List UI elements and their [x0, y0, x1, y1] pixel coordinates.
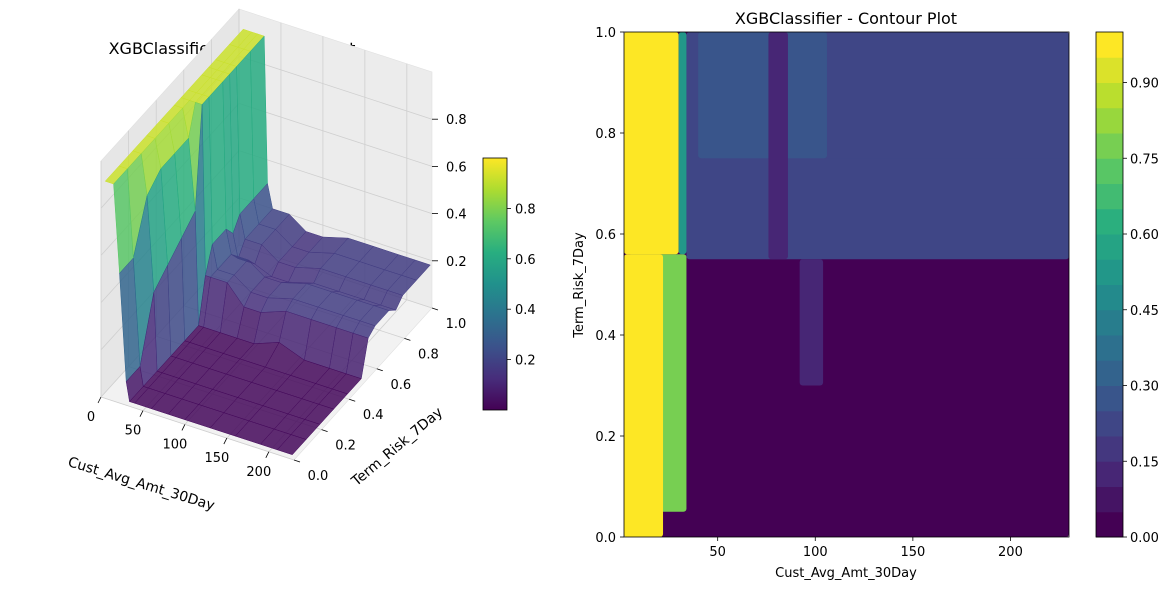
surface-colorbar-ticks: 0.2 0.4 0.6 0.8	[507, 202, 536, 369]
surface-y-tick	[404, 338, 411, 341]
contour-colorbar-band	[1096, 335, 1123, 361]
surface-x-tick-label: 150	[204, 451, 229, 466]
contour-colorbar-frame	[1095, 31, 1124, 538]
contour-colorbar-ticks: 0.00 0.15 0.30 0.45 0.60 0.75 0.90	[1123, 77, 1159, 546]
contour-colorbar-tick-label: 0.90	[1130, 77, 1159, 92]
contour-x-tick-label: 100	[803, 545, 828, 560]
contour-colorbar-band	[1096, 360, 1123, 386]
contour-plot-frame	[623, 31, 1070, 538]
contour-colorbar-band	[1096, 158, 1123, 184]
surface-y-tick	[321, 429, 328, 432]
contour-y-tick-label: 1.0	[595, 26, 616, 41]
contour-fills	[624, 32, 1069, 537]
surface-colorbar	[482, 157, 508, 411]
surface-x-tick	[265, 451, 270, 458]
contour-colorbar-band	[1096, 511, 1123, 538]
surface-colorbar-tick-label: 0.6	[515, 253, 536, 268]
surface-mesh	[104, 28, 431, 455]
contour-region	[698, 32, 827, 159]
surface-x-axis-label: Cust_Avg_Amt_30Day	[66, 454, 217, 514]
contour-y-tick-label: 0.6	[595, 228, 616, 243]
contour-region	[624, 254, 664, 537]
surface-x-tick	[139, 410, 144, 417]
contour-plot-panel: XGBClassifier - Contour Plot 50 100 150 200…	[572, 9, 1159, 581]
contour-x-tick-label: 200	[998, 545, 1023, 560]
contour-colorbar-band	[1096, 385, 1123, 412]
contour-y-tick-label: 0.4	[595, 329, 616, 344]
surface-y-tick-label: 0.8	[418, 347, 439, 362]
surface-y-tick-label: 0.2	[335, 439, 356, 454]
contour-y-tick-label: 0.2	[595, 430, 616, 445]
surface-colorbar-tick-label: 0.8	[515, 202, 536, 217]
contour-colorbar-tick-label: 0.30	[1130, 380, 1159, 395]
contour-y-axis-label: Term_Risk_7Day	[572, 232, 587, 339]
surface-x-tick-label: 50	[125, 424, 142, 439]
surface-z-tick-label: 0.2	[446, 255, 467, 270]
contour-colorbar-band	[1096, 208, 1123, 235]
contour-colorbar-band	[1096, 410, 1123, 437]
contour-colorbar-band	[1096, 486, 1123, 513]
contour-x-tick-label: 50	[709, 545, 726, 560]
surface-y-tick-label: 0.4	[363, 408, 384, 423]
contour-colorbar-tick-label: 0.75	[1130, 152, 1159, 167]
surface-x-tick-label: 200	[246, 465, 271, 480]
contour-colorbar-band	[1096, 82, 1123, 109]
surface-y-tick-label: 0.6	[390, 378, 411, 393]
contour-region	[624, 32, 679, 255]
contour-x-tick-label: 150	[900, 545, 925, 560]
surface-facet	[276, 434, 307, 455]
contour-colorbar-band	[1096, 461, 1123, 487]
contour-colorbar-band	[1096, 133, 1123, 159]
contour-region	[768, 32, 788, 260]
contour-plot-title: XGBClassifier - Contour Plot	[735, 9, 957, 28]
contour-colorbar-band	[1096, 436, 1123, 462]
contour-colorbar-band	[1096, 309, 1123, 336]
contour-colorbar-band	[1096, 259, 1123, 285]
surface-z-tick-label: 0.4	[446, 208, 467, 223]
contour-colorbar-band	[1096, 107, 1123, 134]
surface-y-tick-label: 1.0	[446, 317, 467, 332]
surface-colorbar-tick-label: 0.4	[515, 303, 536, 318]
contour-region	[678, 32, 687, 255]
surface-x-tick-label: 0	[87, 410, 95, 425]
contour-colorbar-tick-label: 0.15	[1130, 455, 1159, 470]
contour-colorbar-tick-label: 0.60	[1130, 228, 1159, 243]
surface-plot-panel: XGBClassifier - 3D Surface Plot 05010015…	[66, 8, 536, 514]
surface-y-tick	[376, 368, 383, 372]
contour-colorbar-band	[1096, 284, 1123, 311]
contour-y-tick-label: 0.8	[595, 127, 616, 142]
surface-ticks: 0 50 100 150 200 0.0 0.2 0.4 0.6 0.8 1.0 0.2 0.4 0.6 0…	[87, 113, 467, 484]
surface-y-tick	[349, 398, 356, 402]
contour-colorbar-band	[1096, 183, 1123, 210]
contour-colorbar-band	[1096, 234, 1123, 260]
surface-z-tick-label: 0.8	[446, 113, 467, 128]
surface-y-tick-label: 0.0	[308, 469, 329, 484]
contour-y-tick-label: 0.0	[595, 531, 616, 546]
surface-colorbar-tick-label: 0.2	[515, 354, 536, 369]
surface-x-tick	[181, 424, 186, 431]
surface-x-tick-label: 100	[162, 437, 187, 452]
surface-z-tick-label: 0.6	[446, 160, 467, 175]
contour-colorbar-tick-label: 0.00	[1130, 531, 1159, 546]
contour-colorbar	[1095, 31, 1124, 538]
contour-ticks: 50 100 150 200 0.0 0.2 0.4 0.6 0.8 1.0	[595, 26, 1023, 560]
contour-x-axis-label: Cust_Avg_Amt_30Day	[775, 566, 917, 581]
surface-y-tick	[431, 307, 439, 311]
surface-y-tick	[293, 459, 301, 463]
surface-x-tick	[97, 396, 102, 404]
contour-region	[799, 259, 824, 386]
contour-colorbar-tick-label: 0.45	[1130, 304, 1159, 319]
contour-colorbar-band	[1096, 32, 1123, 58]
surface-x-tick	[223, 437, 228, 445]
contour-colorbar-band	[1096, 57, 1123, 83]
